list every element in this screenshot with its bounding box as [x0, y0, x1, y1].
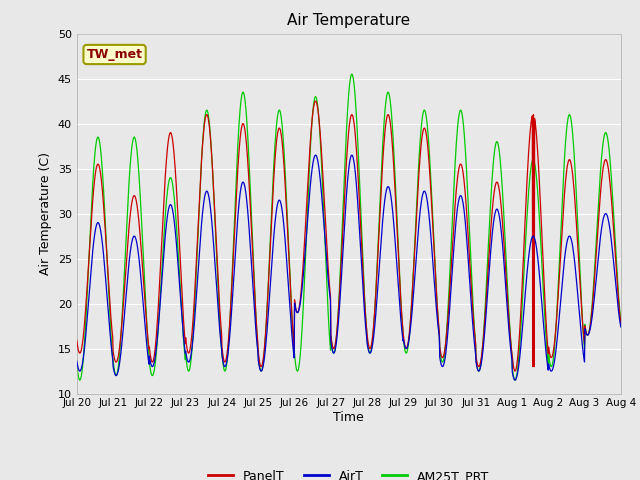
AM25T_PRT: [617, 319, 625, 324]
AM25T_PRT: [76, 377, 84, 383]
AM25T_PRT: [73, 361, 81, 367]
AM25T_PRT: [553, 309, 561, 314]
Legend: PanelT, AirT, AM25T_PRT: PanelT, AirT, AM25T_PRT: [203, 465, 495, 480]
AM25T_PRT: [195, 228, 202, 233]
AirT: [73, 358, 81, 364]
AM25T_PRT: [434, 313, 442, 319]
Line: PanelT: PanelT: [77, 101, 621, 371]
AM25T_PRT: [181, 353, 189, 359]
AirT: [511, 377, 519, 383]
Line: AM25T_PRT: AM25T_PRT: [77, 74, 621, 380]
AM25T_PRT: [255, 360, 263, 365]
AM25T_PRT: [348, 72, 355, 77]
Y-axis label: Air Temperature (C): Air Temperature (C): [39, 152, 52, 275]
AirT: [434, 318, 442, 324]
PanelT: [553, 312, 561, 317]
AirT: [553, 339, 561, 345]
Title: Air Temperature: Air Temperature: [287, 13, 410, 28]
X-axis label: Time: Time: [333, 411, 364, 424]
PanelT: [511, 368, 519, 374]
AirT: [255, 360, 262, 366]
AirT: [180, 344, 188, 350]
PanelT: [194, 229, 202, 235]
PanelT: [180, 332, 188, 337]
Line: AirT: AirT: [77, 155, 621, 380]
Text: TW_met: TW_met: [86, 48, 143, 61]
AirT: [312, 152, 319, 158]
PanelT: [434, 306, 442, 312]
PanelT: [505, 311, 513, 317]
AirT: [505, 322, 513, 328]
AirT: [194, 273, 202, 278]
PanelT: [255, 352, 262, 358]
PanelT: [73, 337, 81, 343]
AM25T_PRT: [505, 310, 513, 315]
AirT: [617, 324, 625, 330]
PanelT: [617, 321, 625, 326]
PanelT: [312, 98, 319, 104]
